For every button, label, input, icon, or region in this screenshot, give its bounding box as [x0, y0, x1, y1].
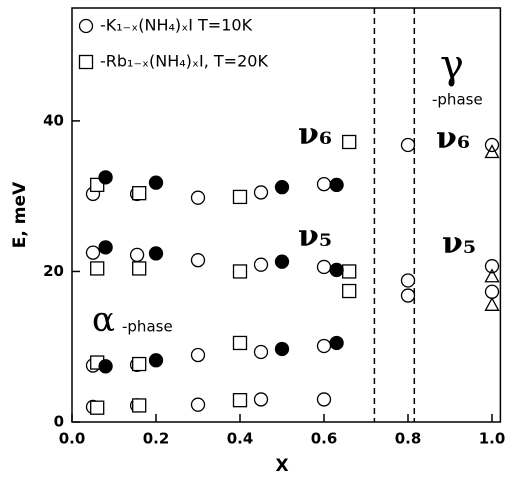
circle-point: [316, 392, 332, 407]
annotation: -phase: [432, 91, 483, 109]
annotation: ν₆: [298, 117, 332, 152]
square-point: [232, 189, 248, 205]
circle-point: [190, 190, 206, 205]
square-point: [342, 264, 357, 279]
x-tick-label: 0.0: [59, 430, 86, 448]
annotation: ν₅: [298, 219, 332, 254]
y-tick-label: 40: [43, 111, 64, 129]
circle-point: [190, 253, 206, 268]
filled-point: [148, 246, 164, 261]
x-tick-label: 0.8: [395, 430, 422, 448]
x-tick-label: 0.6: [311, 430, 338, 448]
filled-point: [98, 359, 113, 374]
circle-point: [253, 185, 269, 200]
circle-point: [400, 288, 416, 303]
y-axis-label: E, meV: [10, 181, 30, 248]
square-point: [342, 283, 357, 299]
square-point: [342, 134, 357, 150]
circle-point: [253, 392, 269, 407]
y-tick-label: 20: [43, 262, 64, 280]
circle-point: [484, 259, 500, 274]
square-point: [232, 264, 248, 279]
legend-label: -Rb₁₋ₓ(NH₄)ₓI, T=20K: [100, 52, 268, 71]
circle-point: [484, 284, 500, 299]
plot-frame: [71, 7, 502, 423]
circle-point: [253, 257, 269, 272]
circle-point: [85, 245, 101, 260]
filled-point: [148, 353, 164, 368]
triangle-point: [484, 144, 500, 159]
annotation: α: [92, 300, 115, 340]
filled-point: [148, 175, 164, 190]
circle-point: [190, 347, 206, 363]
circle-point: [190, 397, 206, 412]
filled-point: [274, 254, 290, 269]
annotation: ν₅: [442, 226, 476, 261]
circle-point: [400, 137, 416, 153]
annotation: ν₆: [436, 121, 470, 156]
x-axis-label: X: [275, 456, 288, 476]
square-point: [90, 261, 105, 276]
annotation: -phase: [122, 318, 173, 336]
triangle-point: [484, 268, 500, 283]
square-point: [132, 356, 147, 372]
circle-point: [316, 338, 332, 354]
filled-point: [274, 179, 290, 195]
circle-point: [400, 273, 416, 288]
filled-point: [274, 341, 290, 357]
square-point: [132, 261, 147, 276]
square-point: [232, 393, 248, 408]
filled-point: [329, 335, 344, 351]
y-tick-label: 0: [54, 413, 64, 431]
filled-point: [98, 170, 113, 185]
square-point: [132, 398, 147, 413]
x-tick-label: 0.2: [143, 430, 170, 448]
square-point: [232, 335, 248, 351]
circle-point: [129, 247, 145, 263]
legend-marker: [78, 54, 94, 70]
circle-point: [316, 176, 332, 192]
annotation: γ: [440, 42, 464, 88]
square-point: [90, 400, 105, 415]
legend-marker: [78, 18, 94, 34]
square-point: [132, 186, 147, 201]
filled-point: [98, 240, 113, 255]
filled-point: [329, 177, 344, 193]
filled-point: [329, 262, 344, 278]
x-tick-label: 1.0: [479, 430, 506, 448]
triangle-point: [484, 296, 500, 311]
circle-point: [316, 259, 332, 275]
x-tick-label: 0.4: [227, 430, 254, 448]
legend-label: -K₁₋ₓ(NH₄)ₓI T=10K: [100, 16, 253, 35]
circle-point: [253, 344, 269, 360]
